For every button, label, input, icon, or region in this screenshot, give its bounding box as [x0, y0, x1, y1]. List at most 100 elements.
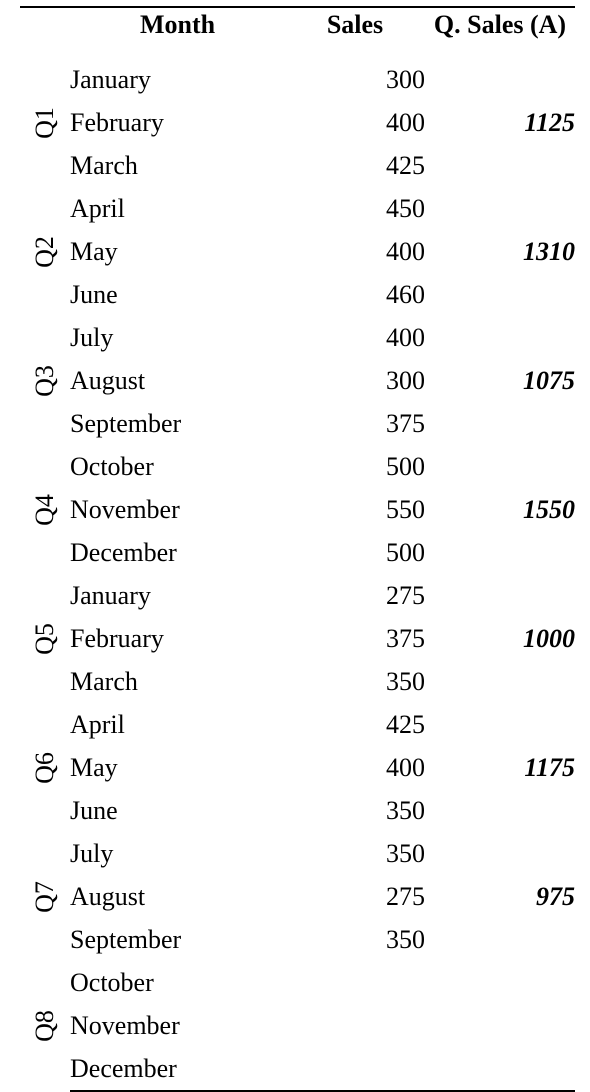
- cell-qsales: [425, 402, 575, 445]
- cell-month: March: [70, 144, 285, 187]
- cell-sales: 350: [285, 789, 425, 832]
- table-row: Q1January300: [20, 58, 575, 101]
- table-row: May4001175: [20, 746, 575, 789]
- quarter-label-cell: Q3: [20, 316, 70, 445]
- cell-sales: [285, 1004, 425, 1047]
- cell-qsales: [425, 144, 575, 187]
- cell-month: September: [70, 402, 285, 445]
- cell-sales: [285, 961, 425, 1004]
- cell-month: November: [70, 1004, 285, 1047]
- table-row: Q5January275: [20, 574, 575, 617]
- table-row: May4001310: [20, 230, 575, 273]
- quarter-label: Q3: [32, 365, 58, 397]
- cell-month: July: [70, 316, 285, 359]
- cell-sales: 375: [285, 402, 425, 445]
- cell-month: October: [70, 961, 285, 1004]
- quarter-label: Q8: [32, 1010, 58, 1042]
- cell-qsales: [425, 961, 575, 1004]
- cell-sales: 500: [285, 445, 425, 488]
- cell-month: June: [70, 789, 285, 832]
- cell-month: February: [70, 101, 285, 144]
- table-row: Q6April425: [20, 703, 575, 746]
- cell-sales: 375: [285, 617, 425, 660]
- sales-table-body: MonthSalesQ. Sales (A)Q1January300Februa…: [20, 7, 575, 1091]
- table-row: March350: [20, 660, 575, 703]
- cell-month: August: [70, 359, 285, 402]
- quarter-label: Q6: [32, 752, 58, 784]
- quarter-label-cell: Q2: [20, 187, 70, 316]
- quarter-label: Q4: [32, 494, 58, 526]
- cell-month: August: [70, 875, 285, 918]
- cell-sales: 300: [285, 359, 425, 402]
- table-row: February3751000: [20, 617, 575, 660]
- cell-qsales: 975: [425, 875, 575, 918]
- cell-qsales: [425, 445, 575, 488]
- cell-sales: 400: [285, 230, 425, 273]
- table-row: June460: [20, 273, 575, 316]
- table-row: August3001075: [20, 359, 575, 402]
- table-row: March425: [20, 144, 575, 187]
- table-row: August275975: [20, 875, 575, 918]
- cell-sales: 400: [285, 101, 425, 144]
- cell-month: April: [70, 703, 285, 746]
- cell-sales: [285, 1047, 425, 1091]
- cell-month: December: [70, 531, 285, 574]
- cell-sales: 400: [285, 316, 425, 359]
- cell-sales: 300: [285, 58, 425, 101]
- cell-qsales: [425, 273, 575, 316]
- cell-qsales: [425, 789, 575, 832]
- quarter-label: Q2: [32, 236, 58, 268]
- cell-qsales: [425, 574, 575, 617]
- table-row: December: [20, 1047, 575, 1091]
- cell-qsales: 1075: [425, 359, 575, 402]
- table-row: Q4October500: [20, 445, 575, 488]
- cell-month: January: [70, 574, 285, 617]
- table-row: Q3July400: [20, 316, 575, 359]
- quarter-label-cell: Q5: [20, 574, 70, 703]
- cell-sales: 350: [285, 918, 425, 961]
- cell-sales: 400: [285, 746, 425, 789]
- cell-qsales: [425, 1004, 575, 1047]
- cell-qsales: [425, 918, 575, 961]
- table-row: June350: [20, 789, 575, 832]
- quarter-label-cell: Q6: [20, 703, 70, 832]
- cell-sales: 275: [285, 875, 425, 918]
- table-header-sales: Sales: [285, 7, 425, 58]
- cell-month: February: [70, 617, 285, 660]
- cell-sales: 425: [285, 703, 425, 746]
- quarter-label-cell: Q7: [20, 832, 70, 961]
- table-row: December500: [20, 531, 575, 574]
- cell-qsales: [425, 703, 575, 746]
- table-header-month: Month: [70, 7, 285, 58]
- cell-month: April: [70, 187, 285, 230]
- table-row: November5501550: [20, 488, 575, 531]
- table-row: November: [20, 1004, 575, 1047]
- cell-month: October: [70, 445, 285, 488]
- table-header-row: MonthSalesQ. Sales (A): [20, 7, 575, 58]
- cell-qsales: [425, 1047, 575, 1091]
- table-row: Q7July350: [20, 832, 575, 875]
- table-row: Q8October: [20, 961, 575, 1004]
- table-header-quarter: [20, 7, 70, 58]
- table-header-qsales: Q. Sales (A): [425, 7, 575, 58]
- table-row: September350: [20, 918, 575, 961]
- cell-sales: 275: [285, 574, 425, 617]
- cell-month: January: [70, 58, 285, 101]
- cell-month: July: [70, 832, 285, 875]
- cell-sales: 350: [285, 832, 425, 875]
- cell-month: May: [70, 746, 285, 789]
- cell-sales: 350: [285, 660, 425, 703]
- page: MonthSalesQ. Sales (A)Q1January300Februa…: [0, 0, 590, 1077]
- cell-qsales: [425, 187, 575, 230]
- cell-sales: 460: [285, 273, 425, 316]
- cell-qsales: 1125: [425, 101, 575, 144]
- cell-qsales: 1000: [425, 617, 575, 660]
- quarter-label-cell: Q4: [20, 445, 70, 574]
- cell-qsales: [425, 316, 575, 359]
- table-row: September375: [20, 402, 575, 445]
- quarter-label: Q1: [32, 107, 58, 139]
- quarter-label: Q5: [32, 623, 58, 655]
- cell-qsales: [425, 660, 575, 703]
- cell-sales: 550: [285, 488, 425, 531]
- quarter-label: Q7: [32, 881, 58, 913]
